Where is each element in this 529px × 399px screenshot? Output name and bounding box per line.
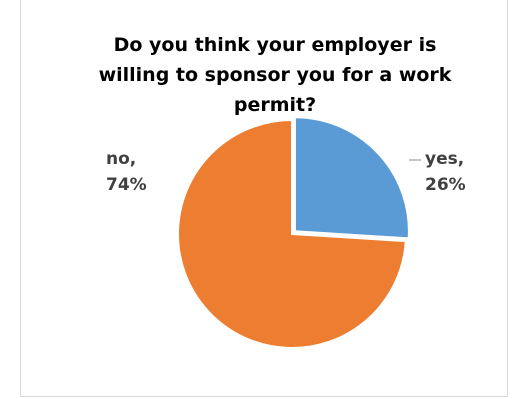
data-label-no-value: 74% [106,175,147,195]
data-label-yes: yes, 26% [425,146,466,198]
data-label-no: no, 74% [106,146,147,198]
data-label-yes-value: 26% [425,175,466,195]
chart-title: Do you think your employer is willing to… [98,34,452,116]
pie-slice-yes [293,116,410,240]
data-label-no-name: no, [106,149,137,169]
pie-slice-no [177,118,407,349]
data-label-yes-name: yes, [425,149,465,169]
